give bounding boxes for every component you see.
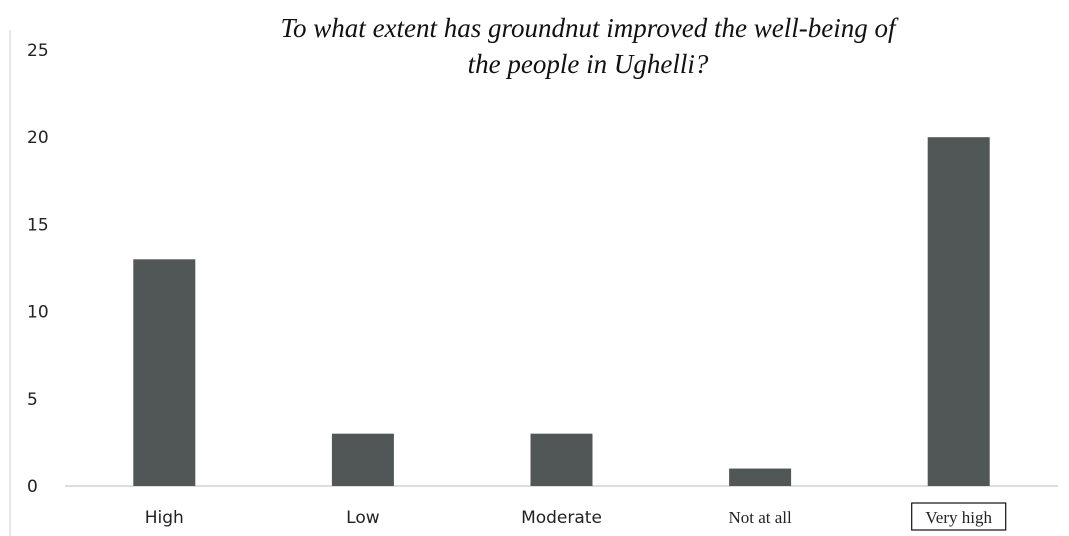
y-tick-label: 20 [27, 128, 49, 148]
x-axis-labels: High Low Moderate Not at all Very high [145, 502, 1007, 531]
y-tick-label: 25 [27, 41, 49, 61]
chart-title-line-2: the people in Ughelli? [468, 49, 709, 79]
x-tick-label: Very high [925, 508, 992, 527]
x-tick-label: Not at all [728, 508, 792, 527]
x-tick-label: High [145, 508, 184, 528]
chart-title: To what extent has groundnut improved th… [281, 13, 899, 79]
bar-low [331, 433, 394, 486]
bar-not-at-all [729, 468, 792, 486]
y-tick-label: 15 [27, 215, 49, 235]
bar-very-high [927, 137, 990, 486]
y-tick-label: 10 [27, 303, 49, 323]
y-axis-ticks: 0 5 10 15 20 25 [27, 41, 49, 497]
bar-high [133, 259, 196, 486]
y-tick-label: 5 [27, 390, 38, 410]
y-tick-label: 0 [27, 477, 38, 497]
chart-title-line-1: To what extent has groundnut improved th… [281, 13, 899, 43]
bar-moderate [530, 433, 593, 486]
bars [133, 137, 990, 486]
x-tick-label-box [911, 502, 1007, 531]
x-tick-label: Low [346, 508, 380, 528]
x-tick-label: Moderate [521, 508, 602, 528]
